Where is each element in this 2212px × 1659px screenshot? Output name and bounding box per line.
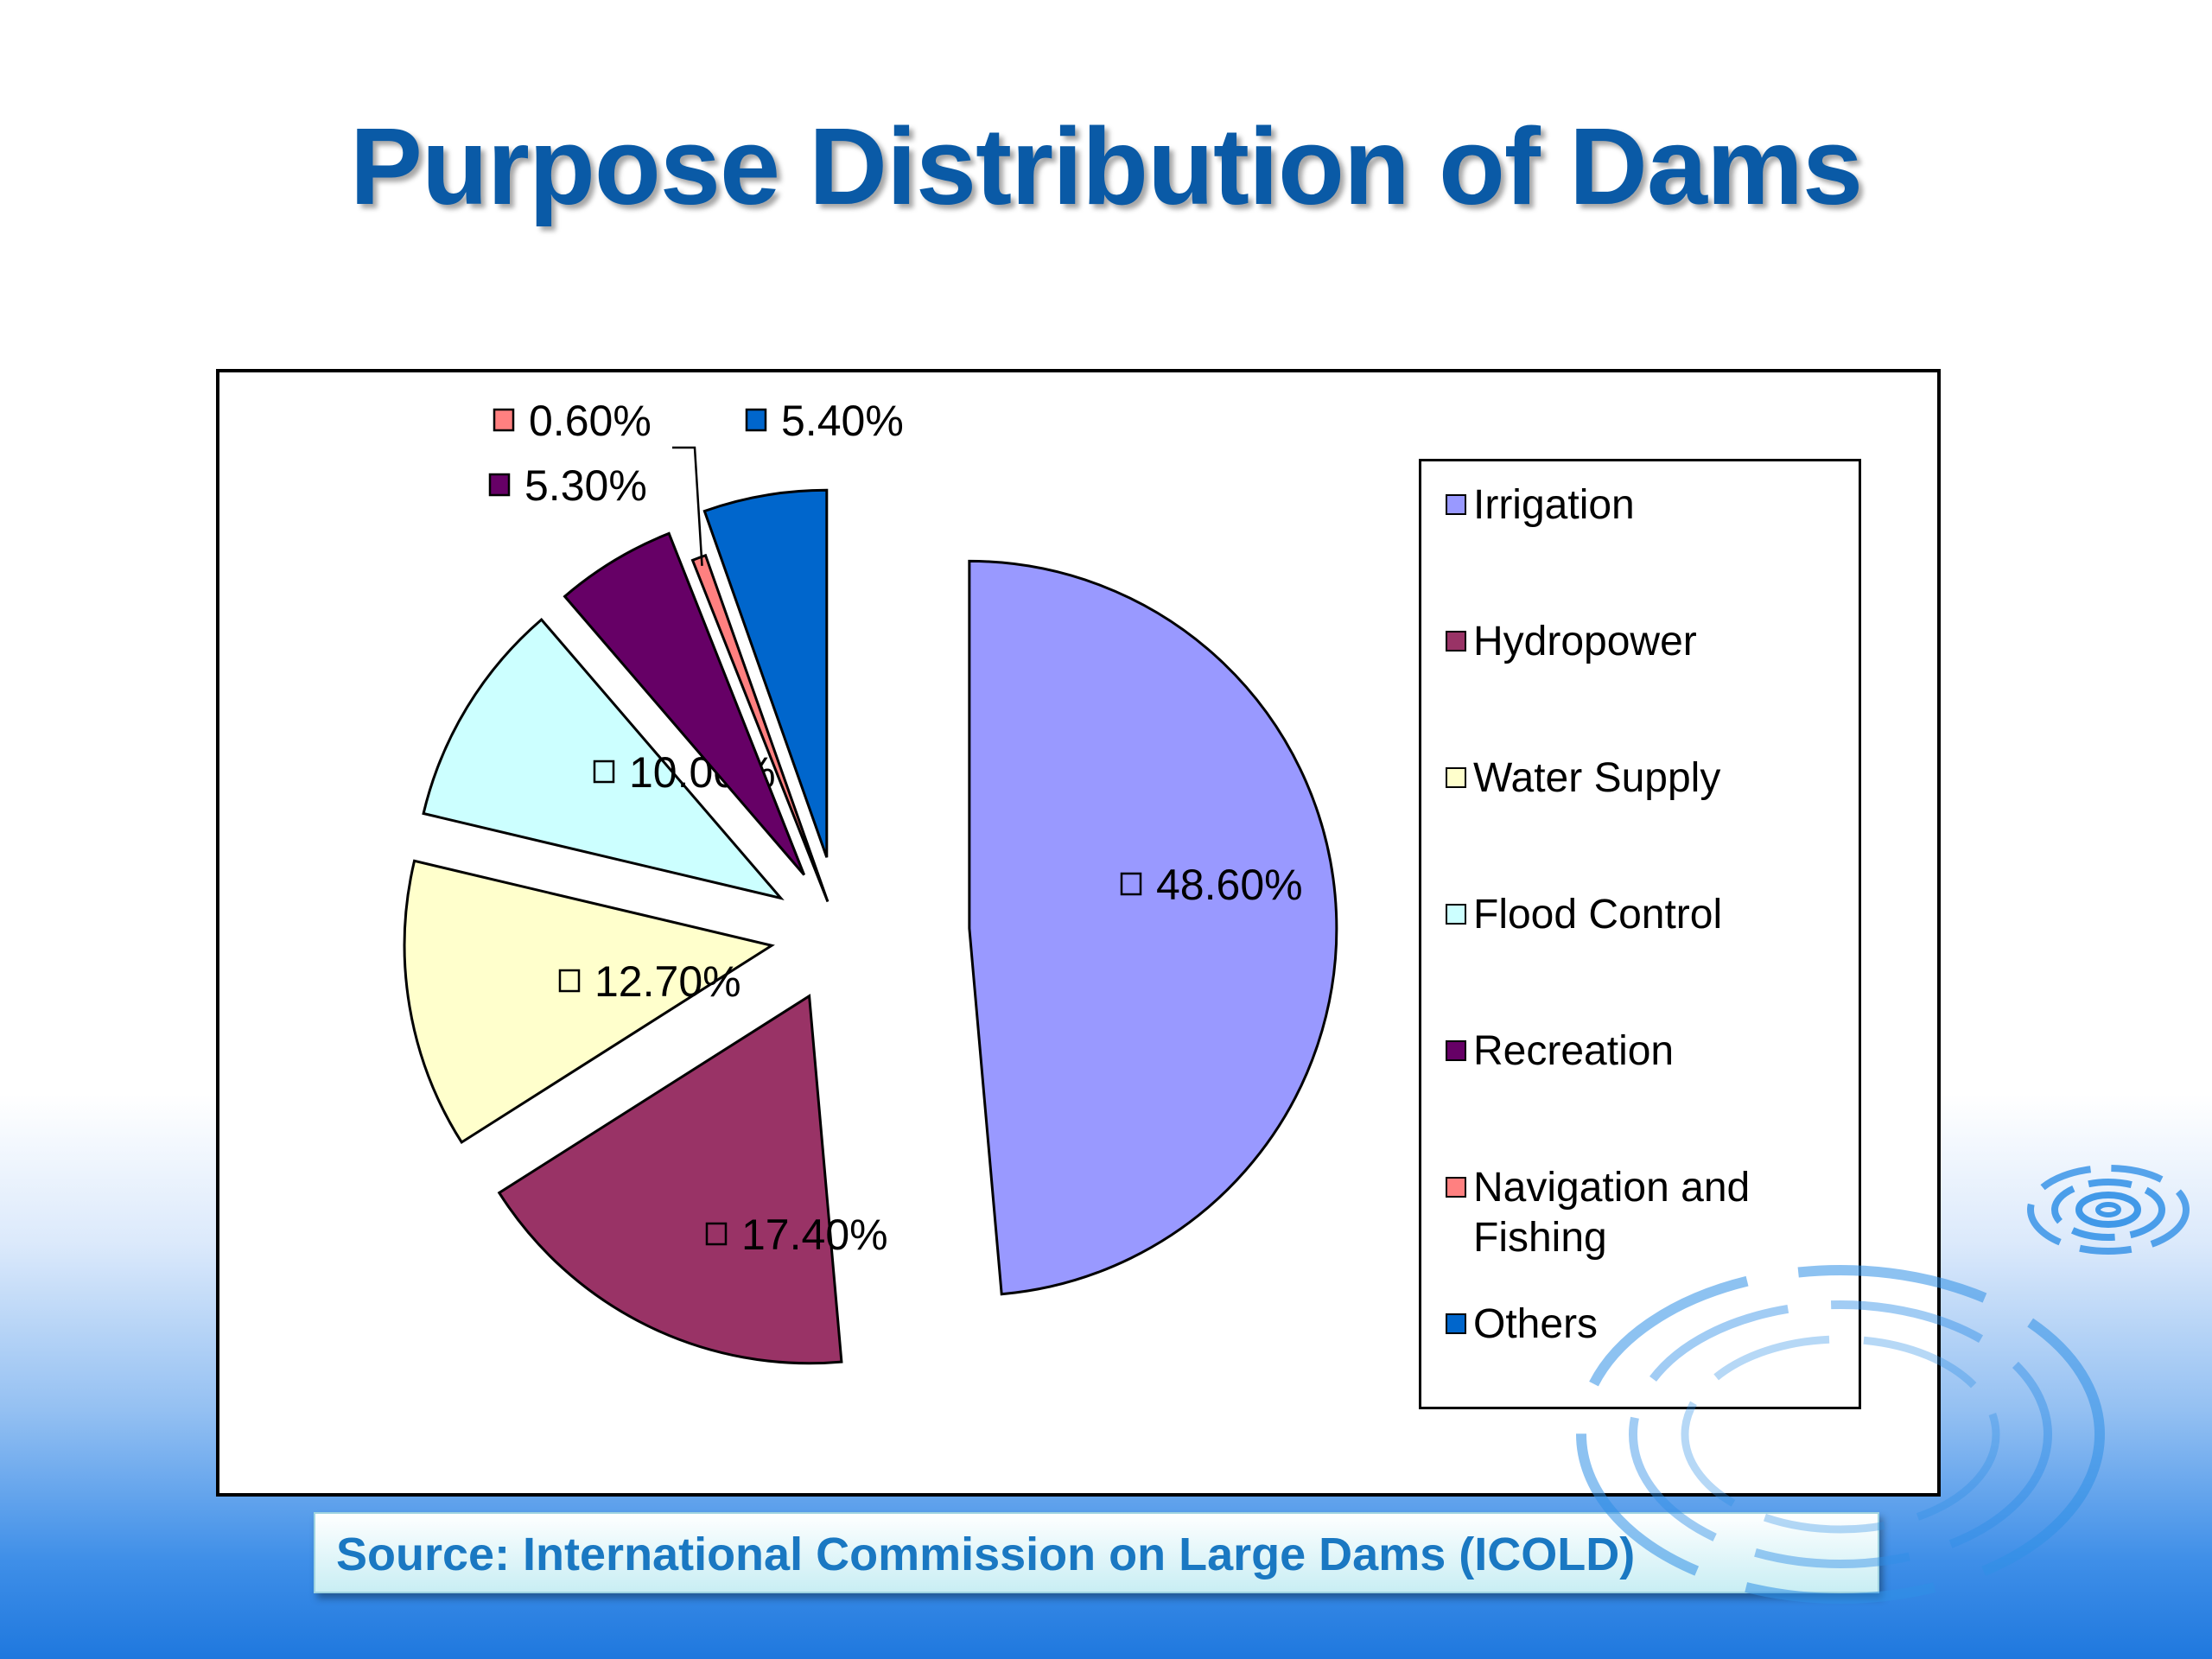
data-label-text: 5.30% xyxy=(524,461,647,510)
data-label-swatch xyxy=(558,969,581,993)
legend-label: Water Supply xyxy=(1473,755,1721,801)
legend-label: Hydropower xyxy=(1473,619,1697,664)
data-label-text: 0.60% xyxy=(529,397,652,445)
data-label-swatch xyxy=(1120,872,1142,896)
data-label-text: 12.70% xyxy=(594,957,741,1006)
legend-label: Recreation xyxy=(1473,1028,1675,1074)
legend-item-water-supply: Water Supply xyxy=(1446,753,1721,804)
chart-frame: 48.60% 17.40% 12.70% 10.00% 5.30% 0.60% 5.40% … xyxy=(216,369,1941,1497)
legend-swatch xyxy=(1446,767,1466,788)
pie-chart: 48.60%17.40%12.70%10.00%5.30%0.60% 5.40% xyxy=(403,397,1338,1365)
source-text: Source: International Commission on Larg… xyxy=(336,1529,1636,1580)
legend-label: Irrigation xyxy=(1473,482,1635,528)
legend-item-flood-control: Flood Control xyxy=(1446,890,1723,940)
legend-swatch xyxy=(1446,494,1466,515)
legend-item-recreation: Recreation xyxy=(1446,1027,1675,1077)
data-label-swatch xyxy=(745,408,767,432)
pie-slice-others xyxy=(702,488,829,858)
data-label-navigation-and-fishing: 0.60% xyxy=(493,397,652,445)
slide-title: Purpose Distribution of Dams xyxy=(349,105,1863,227)
legend-swatch xyxy=(1446,631,1466,652)
data-label-text: 5.40% xyxy=(781,397,904,445)
chart-legend: Irrigation Hydropower Water Supply Flood Co… xyxy=(1419,459,1861,1409)
legend-label: Others xyxy=(1473,1301,1599,1347)
pie-slice-flood-control xyxy=(422,617,785,900)
legend-swatch xyxy=(1446,1040,1466,1061)
data-label-swatch xyxy=(705,1222,728,1246)
legend-swatch xyxy=(1446,904,1466,925)
legend-item-navigation-and-fishing: Navigation and Fishing xyxy=(1446,1163,1751,1263)
legend-swatch xyxy=(1446,1313,1466,1334)
legend-label: Navigation and Fishing xyxy=(1473,1165,1751,1261)
data-label-swatch xyxy=(493,408,515,432)
data-label-recreation: 5.30% xyxy=(488,461,647,510)
leader-line xyxy=(672,446,703,566)
pie-slice-irrigation xyxy=(968,559,1338,1296)
data-label-irrigation: 48.60% xyxy=(1120,861,1303,909)
pie-slice-navigation-and-fishing xyxy=(690,553,830,903)
data-label-hydropower: 17.40% xyxy=(705,1211,888,1259)
data-label-swatch xyxy=(488,473,511,497)
pie-slice-hydropower xyxy=(497,994,843,1365)
data-label-text: 48.60% xyxy=(1156,861,1303,909)
data-label-others: 5.40% xyxy=(745,397,904,445)
legend-item-hydropower: Hydropower xyxy=(1446,617,1697,667)
source-box: Source: International Commission on Larg… xyxy=(314,1512,1879,1593)
pie-slice-recreation xyxy=(563,531,806,876)
data-label-water-supply: 12.70% xyxy=(558,957,741,1006)
legend-item-irrigation: Irrigation xyxy=(1446,480,1635,531)
legend-label: Flood Control xyxy=(1473,892,1723,938)
data-label-text: 17.40% xyxy=(741,1211,888,1259)
pie-slice-water-supply xyxy=(403,859,775,1145)
legend-item-others: Others xyxy=(1446,1300,1599,1350)
data-label-swatch xyxy=(593,760,615,784)
legend-swatch xyxy=(1446,1177,1466,1198)
